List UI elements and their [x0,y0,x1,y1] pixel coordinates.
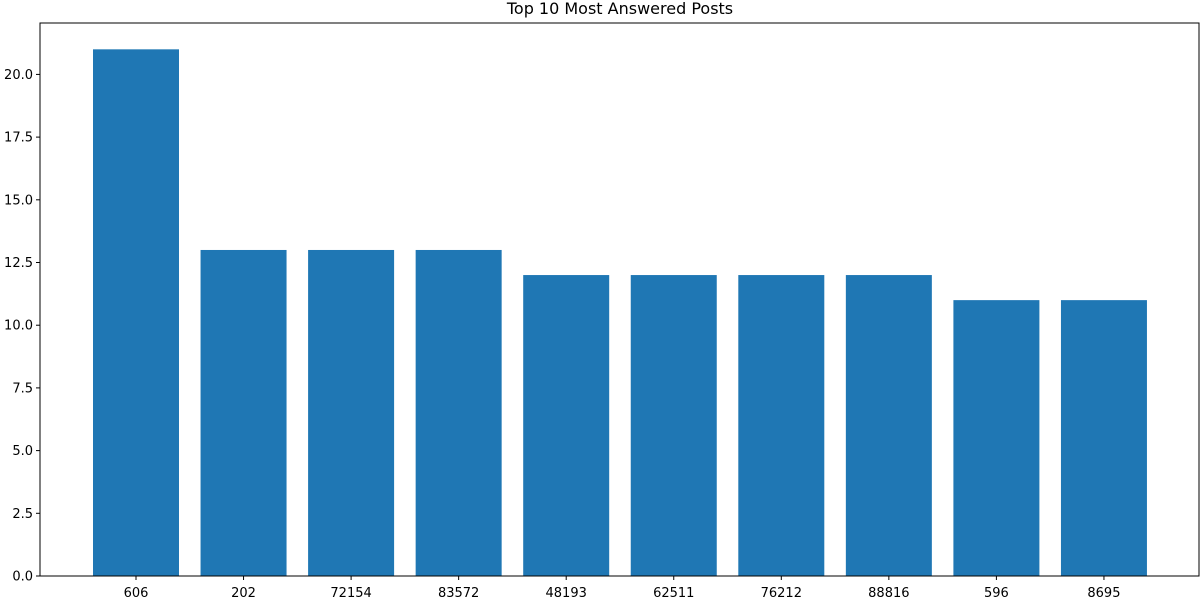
y-tick-label: 7.5 [12,381,33,396]
y-tick-label: 17.5 [4,131,33,146]
bar-62511 [630,275,717,576]
chart-title: Top 10 Most Answered Posts [506,0,733,18]
y-tick-label: 15.0 [4,193,33,208]
y-tick-label: 0.0 [12,570,33,585]
bar-88816 [845,275,932,576]
bar-606 [93,49,179,576]
x-axis-ticks: 606 202 72154 83572 48193 62511 76212 88816 596 8… [124,576,1120,600]
x-tick-label: 72154 [330,586,371,600]
y-tick-label: 12.5 [4,256,33,271]
bar-8695 [1060,300,1147,576]
x-tick-label: 202 [231,586,256,600]
bar-83572 [415,249,502,576]
bar-72154 [308,249,395,576]
y-tick-label: 2.5 [12,507,33,522]
bar-202 [200,249,287,576]
bar-76212 [738,275,825,576]
x-tick-label: 76212 [761,586,802,600]
x-tick-label: 88816 [868,586,909,600]
y-tick-label: 5.0 [12,444,33,459]
y-tick-label: 20.0 [4,68,33,83]
x-tick-label: 8695 [1087,586,1120,600]
x-tick-label: 48193 [546,586,587,600]
x-tick-label: 62511 [653,586,694,600]
bar-596 [953,300,1040,576]
x-tick-label: 83572 [438,586,479,600]
plot-frame [39,22,1200,577]
y-tick-label: 10.0 [4,319,33,334]
bars-group [93,49,1147,576]
y-axis-ticks: 0.0 2.5 5.0 7.5 10.0 12.5 15.0 17.5 20.0 [4,68,40,585]
bar-48193 [523,275,610,576]
x-tick-label: 606 [124,586,149,600]
x-tick-label: 596 [984,586,1009,600]
